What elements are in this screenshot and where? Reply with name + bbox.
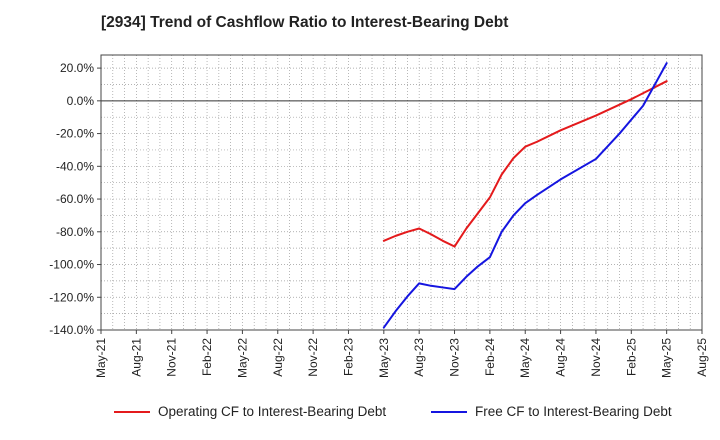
y-tick-label: -20.0% [56, 127, 94, 141]
x-tick-label: May-23 [377, 338, 391, 378]
x-tick-label: Feb-23 [341, 338, 355, 376]
x-axis-ticks: May-21 Aug-21 Nov-21 Feb-22 May-22 Aug-22 Nov-… [94, 330, 709, 378]
x-tick-label: Nov-23 [448, 338, 462, 377]
y-tick-label: -40.0% [56, 159, 94, 173]
y-tick-label: -80.0% [56, 225, 94, 239]
x-tick-label: Aug-24 [554, 338, 568, 377]
y-axis-ticks: 20.0% 0.0% -20.0% -40.0% -60.0% -80.0% -100.0%… [49, 61, 101, 337]
plot-frame [100, 54, 703, 331]
y-tick-label: 20.0% [60, 61, 94, 75]
series-line-operating-cf [382, 80, 668, 248]
legend-label-free-cf: Free CF to Interest-Bearing Debt [475, 404, 672, 419]
x-tick-label: May-24 [518, 338, 532, 378]
legend-swatch-free-cf [431, 410, 467, 413]
x-tick-label: Nov-24 [589, 338, 603, 377]
legend: Operating CF to Interest-Bearing Debt Fr… [0, 404, 720, 426]
x-tick-label: Aug-23 [412, 338, 426, 377]
x-tick-label: May-22 [235, 338, 249, 378]
x-tick-label: May-21 [94, 338, 108, 378]
y-tick-label: -140.0% [49, 323, 94, 337]
gridlines [101, 55, 702, 330]
series-layer [382, 62, 668, 329]
y-tick-label: -120.0% [49, 290, 94, 304]
x-tick-label: Aug-25 [695, 338, 709, 377]
legend-label-operating-cf: Operating CF to Interest-Bearing Debt [158, 404, 387, 419]
series-line-free-cf [382, 62, 668, 329]
x-tick-label: May-25 [660, 338, 674, 378]
x-tick-label: Nov-22 [306, 338, 320, 377]
y-tick-label: -60.0% [56, 192, 94, 206]
x-tick-label: Nov-21 [165, 338, 179, 377]
x-tick-label: Feb-25 [624, 338, 638, 376]
y-tick-label: 0.0% [67, 94, 95, 108]
legend-swatch-operating-cf [114, 410, 150, 413]
x-tick-label: Feb-22 [200, 338, 214, 376]
legend-item-free-cf: Free CF to Interest-Bearing Debt [431, 404, 672, 419]
x-tick-label: Feb-24 [483, 338, 497, 376]
legend-item-operating-cf: Operating CF to Interest-Bearing Debt [114, 404, 386, 419]
chart-title: [2934] Trend of Cashflow Ratio to Intere… [101, 14, 509, 31]
x-tick-label: Aug-22 [271, 338, 285, 377]
x-tick-label: Aug-21 [129, 338, 143, 377]
y-tick-label: -100.0% [49, 258, 94, 272]
